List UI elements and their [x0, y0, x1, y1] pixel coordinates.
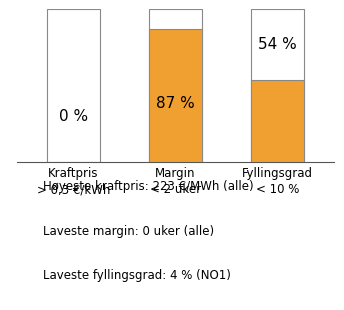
- Bar: [251, 79, 304, 162]
- Text: Laveste fyllingsgrad: 4 % (NO1): Laveste fyllingsgrad: 4 % (NO1): [43, 269, 230, 282]
- Text: 0 %: 0 %: [59, 108, 88, 124]
- Text: 54 %: 54 %: [258, 37, 297, 52]
- Bar: [149, 29, 202, 162]
- Text: Høyeste kraftpris: 223 €/MWh (alle): Høyeste kraftpris: 223 €/MWh (alle): [43, 180, 253, 193]
- Bar: [149, 9, 202, 162]
- Bar: [251, 9, 304, 162]
- Text: 87 %: 87 %: [156, 96, 195, 111]
- Text: Laveste margin: 0 uker (alle): Laveste margin: 0 uker (alle): [43, 225, 214, 238]
- Bar: [47, 9, 100, 162]
